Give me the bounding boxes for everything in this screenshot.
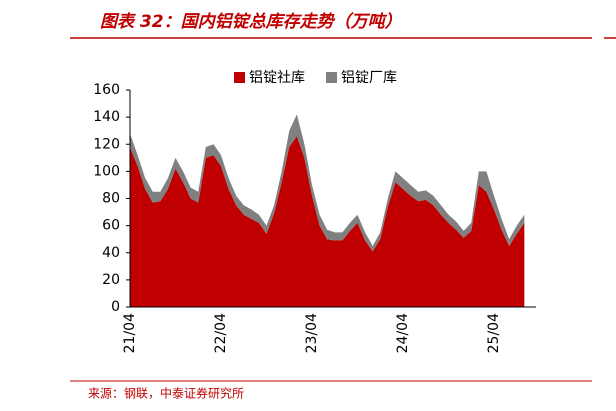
y-tick-label: 80: [102, 191, 120, 207]
x-tick-label: 24/04: [395, 313, 411, 353]
y-tick-label: 140: [93, 109, 120, 125]
legend-swatch: [234, 72, 245, 83]
y-tick-label: 20: [102, 272, 120, 288]
x-tick-label: 23/04: [304, 313, 320, 353]
y-tick-label: 60: [102, 218, 120, 234]
y-tick-label: 160: [93, 82, 120, 98]
x-tick-label: 25/04: [486, 313, 502, 353]
legend-label: 铝锭厂库: [341, 70, 397, 86]
area: [130, 136, 525, 307]
y-tick-label: 40: [102, 245, 120, 261]
legend-swatch: [326, 72, 337, 83]
y-tick-label: 120: [93, 136, 120, 152]
x-tick-label: 22/04: [213, 313, 229, 353]
x-tick-label: 21/04: [122, 313, 138, 353]
source: 来源：钢联，中泰证券研究所: [88, 386, 244, 401]
chart-title: 图表 32：国内铝锭总库存走势（万吨）: [100, 12, 402, 32]
legend-label: 铝锭社库: [249, 70, 305, 86]
y-tick-label: 100: [93, 163, 120, 179]
y-tick-label: 0: [111, 299, 120, 315]
